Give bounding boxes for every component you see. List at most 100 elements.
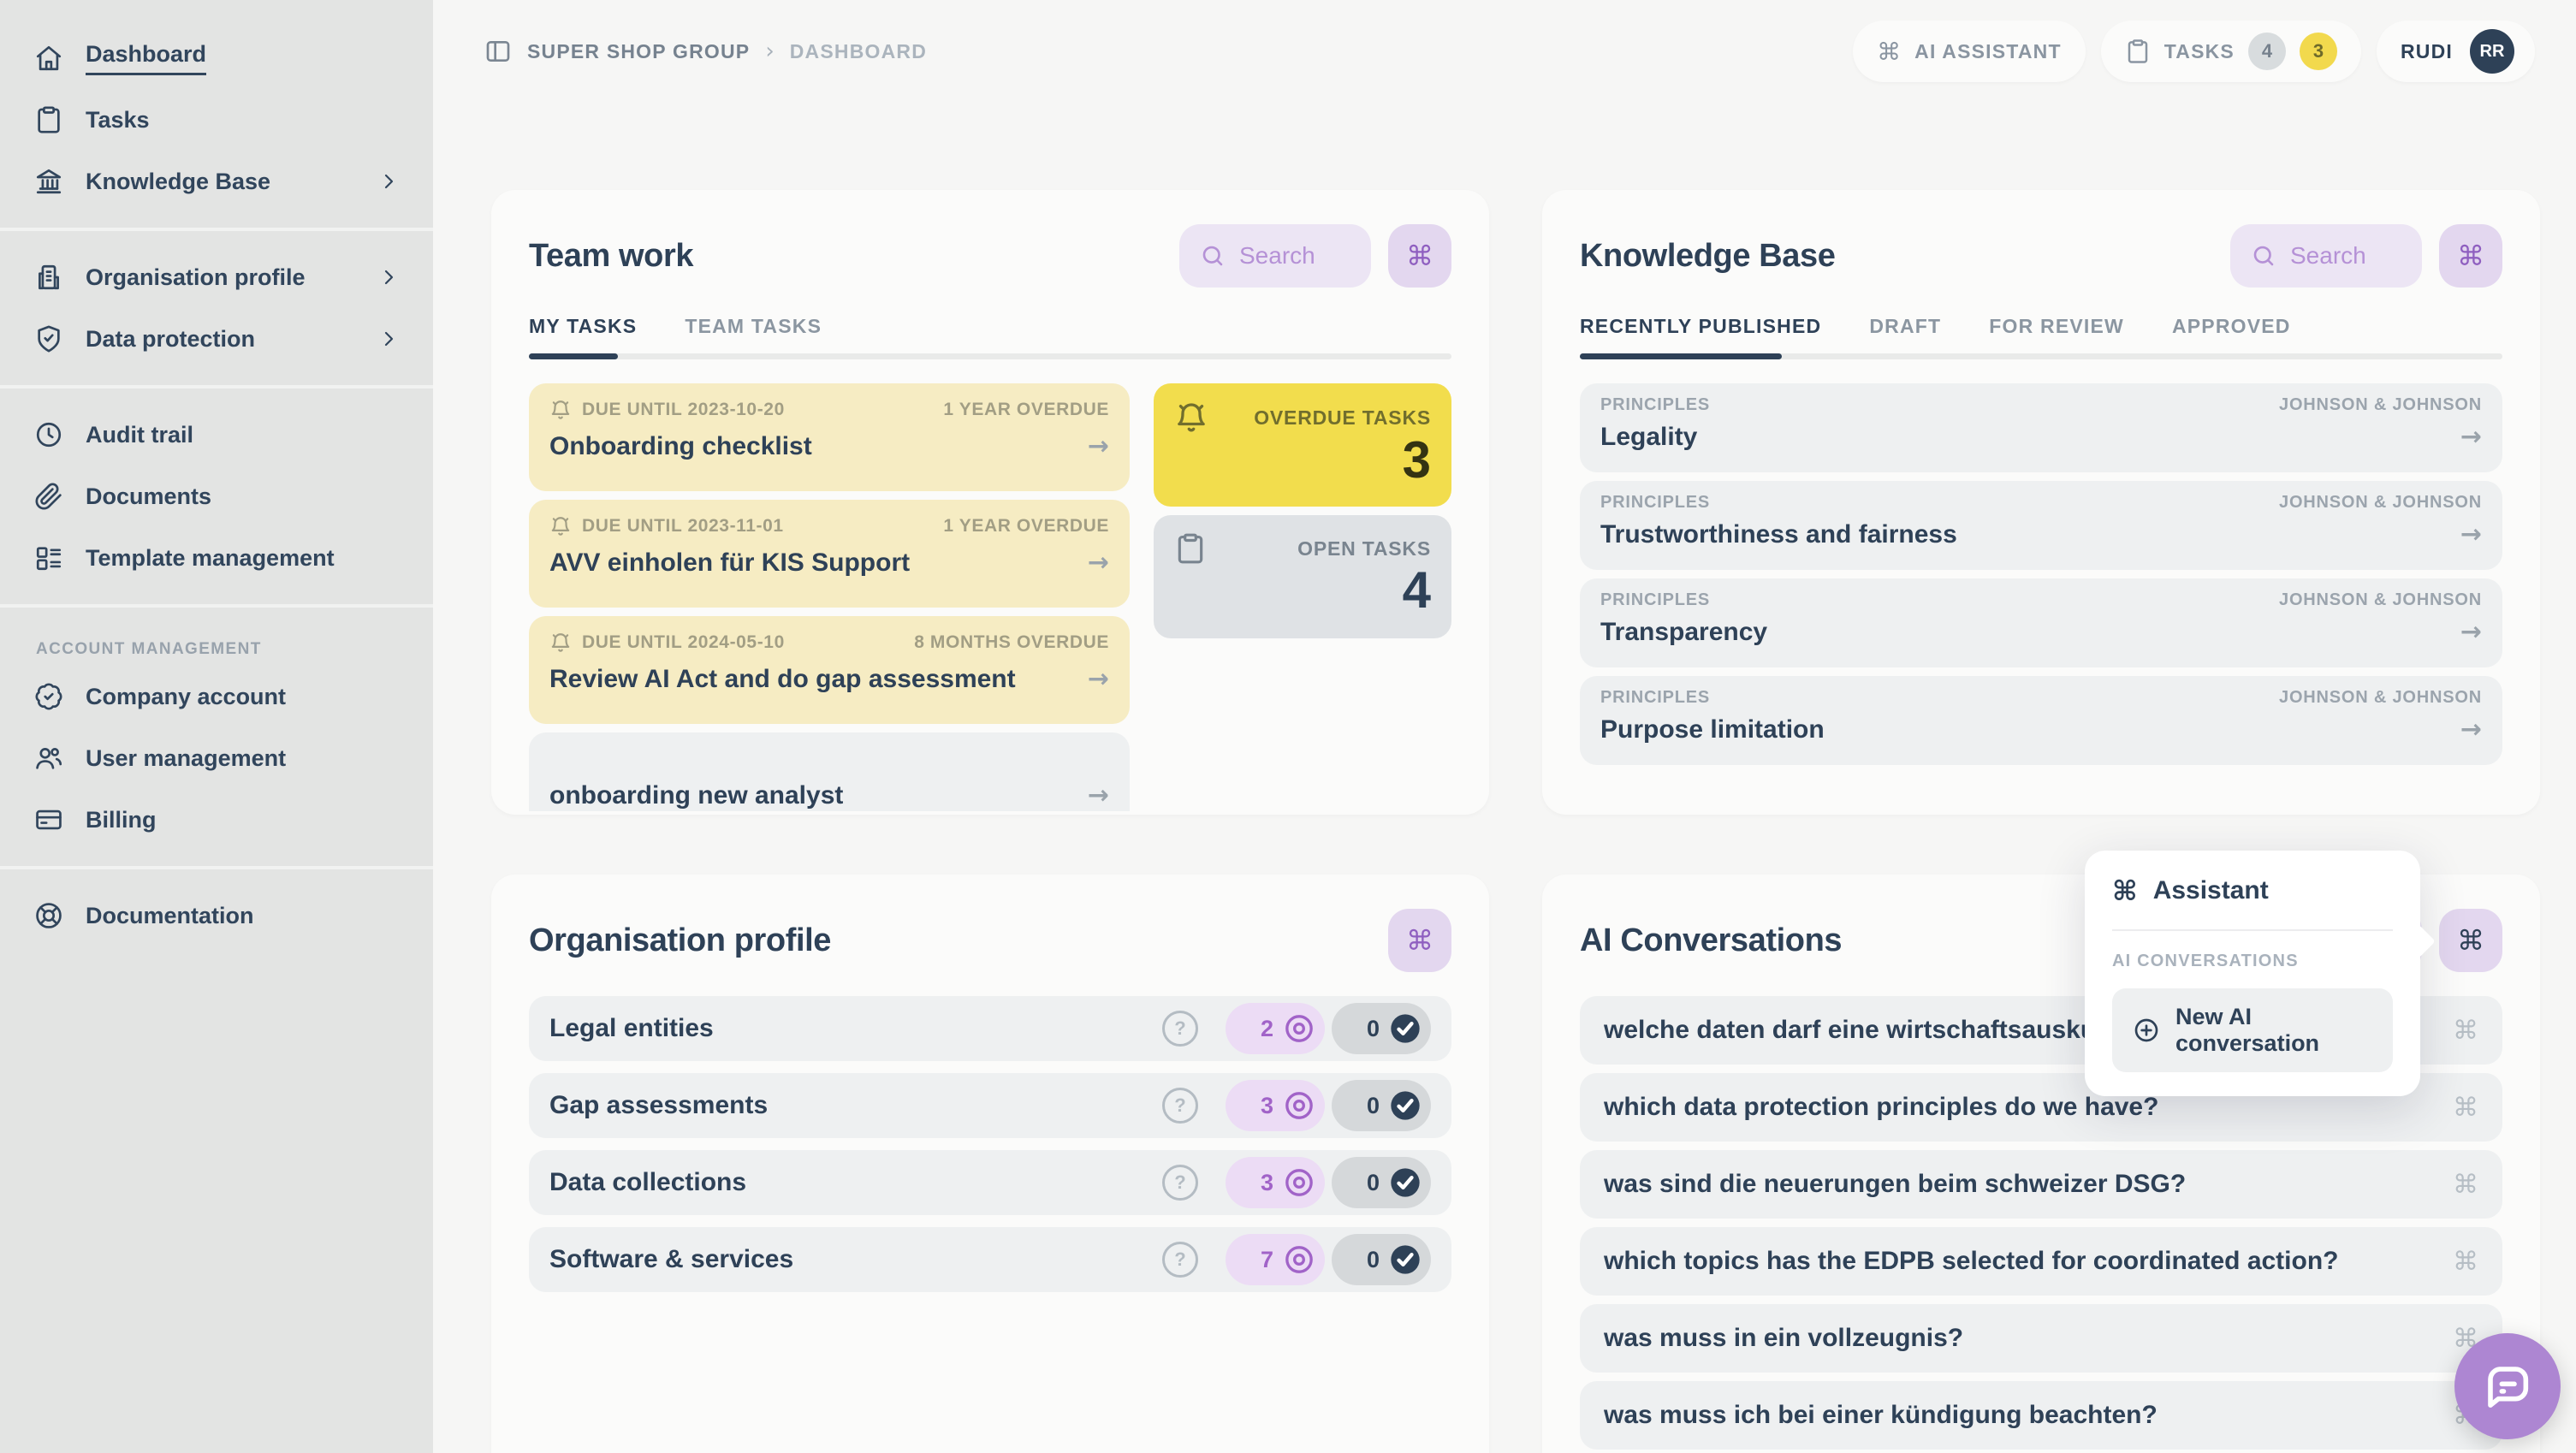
knowledge-base-card: Knowledge Base Search ⌘ RECENTLY PUBLISH… — [1542, 190, 2540, 815]
sidebar-section-help: Documentation — [0, 875, 433, 957]
ai-assistant-button[interactable]: ⌘ AI ASSISTANT — [1853, 21, 2086, 82]
task-item[interactable]: DUE UNTIL 2023-11-01 1 YEAR OVERDUE AVV e… — [529, 500, 1130, 608]
conversation-row[interactable]: which topics has the EDPB selected for c… — [1580, 1227, 2502, 1296]
sidebar-section-records: Audit trail Documents Template managemen… — [0, 394, 433, 599]
knowledge-base-search-input[interactable]: Search — [2230, 224, 2422, 288]
teamwork-command-button[interactable]: ⌘ — [1388, 224, 1451, 288]
sidebar-item-billing[interactable]: Billing — [0, 789, 433, 851]
done-count-pill: 0 — [1332, 1080, 1431, 1131]
chat-widget-button[interactable] — [2454, 1333, 2561, 1439]
open-count-pill: 2 — [1226, 1003, 1325, 1054]
paperclip-icon — [34, 482, 63, 511]
sidebar-item-label: Tasks — [86, 106, 150, 133]
target-icon — [1282, 1242, 1316, 1277]
open-tasks-tile[interactable]: OPEN TASKS 4 — [1154, 515, 1451, 638]
organisation-profile-row[interactable]: Gap assessments ? 3 0 — [529, 1073, 1451, 1138]
help-icon[interactable]: ? — [1162, 1242, 1198, 1278]
task-item[interactable]: DUE UNTIL 2023-10-20 1 YEAR OVERDUE Onboa… — [529, 383, 1130, 491]
overdue-tasks-tile[interactable]: OVERDUE TASKS 3 — [1154, 383, 1451, 507]
sidebar-item-documents[interactable]: Documents — [0, 466, 433, 527]
assistant-popup: ⌘ Assistant AI CONVERSATIONS New AI conv… — [2085, 851, 2420, 1096]
avatar: RR — [2470, 29, 2514, 74]
bell-icon — [549, 515, 572, 537]
tasks-button[interactable]: TASKS 4 3 — [2100, 21, 2361, 82]
teamwork-tabs: MY TASKS TEAM TASKS — [529, 315, 1451, 338]
sidebar-item-label: User management — [86, 744, 287, 771]
badge-check-icon — [34, 682, 63, 711]
knowledge-base-tabs: RECENTLY PUBLISHED DRAFT FOR REVIEW APPR… — [1580, 315, 2502, 338]
arrow-right-icon: → — [1087, 431, 1109, 461]
open-count-pill: 3 — [1226, 1157, 1325, 1208]
task-item[interactable]: DUE UNTIL 2024-05-10 8 MONTHS OVERDUE Rev… — [529, 616, 1130, 724]
topbar: SUPER SHOP GROUP › DASHBOARD ⌘ AI ASSIST… — [433, 0, 2576, 103]
knowledge-base-tabline — [1580, 353, 2502, 359]
breadcrumb-root[interactable]: SUPER SHOP GROUP — [527, 39, 751, 62]
sidebar-item-template-management[interactable]: Template management — [0, 527, 433, 589]
target-icon — [1282, 1165, 1316, 1200]
help-icon[interactable]: ? — [1162, 1165, 1198, 1201]
conversation-row[interactable]: was muss in ein vollzeugnis? ⌘ — [1580, 1304, 2502, 1373]
organisation-profile-row[interactable]: Legal entities ? 2 0 — [529, 996, 1451, 1061]
sidebar-item-knowledge-base[interactable]: Knowledge Base — [0, 151, 433, 212]
sidebar-item-tasks[interactable]: Tasks — [0, 89, 433, 151]
sidebar-item-company-account[interactable]: Company account — [0, 666, 433, 727]
life-buoy-icon — [34, 901, 63, 930]
sidebar-item-data-protection[interactable]: Data protection — [0, 308, 433, 370]
users-icon — [34, 744, 63, 773]
sidebar-section-profile: Organisation profile Data protection — [0, 236, 433, 380]
done-count-pill: 0 — [1332, 1157, 1431, 1208]
sidebar-item-dashboard[interactable]: Dashboard — [0, 27, 433, 89]
command-icon: ⌘ — [2453, 1015, 2478, 1046]
arrow-right-icon: → — [1087, 780, 1109, 810]
conversation-row[interactable]: was sind die neuerungen beim schweizer D… — [1580, 1150, 2502, 1219]
user-menu-button[interactable]: RUDI RR — [2376, 21, 2535, 82]
category-label: PRINCIPLES — [1600, 590, 1711, 609]
tab-draft[interactable]: DRAFT — [1869, 315, 1942, 337]
command-icon: ⌘ — [2453, 1169, 2478, 1200]
knowledge-base-item[interactable]: PRINCIPLES JOHNSON & JOHNSON Purpose limi… — [1580, 676, 2502, 765]
open-tasks-count: 4 — [1402, 561, 1431, 619]
help-icon[interactable]: ? — [1162, 1088, 1198, 1124]
help-icon[interactable]: ? — [1162, 1011, 1198, 1047]
teamwork-tabline — [529, 353, 1451, 359]
task-item[interactable]: onboarding new analyst → — [529, 732, 1130, 811]
task-stats: OVERDUE TASKS 3 OPEN TASKS 4 — [1154, 383, 1451, 811]
layout-list-icon — [34, 543, 63, 572]
home-icon — [34, 44, 63, 73]
sidebar-item-user-management[interactable]: User management — [0, 727, 433, 789]
plus-circle-icon — [2133, 1017, 2160, 1044]
ai-conversations-command-button[interactable]: ⌘ — [2439, 909, 2502, 972]
sidebar-item-audit-trail[interactable]: Audit trail — [0, 404, 433, 466]
task-list: DUE UNTIL 2023-10-20 1 YEAR OVERDUE Onboa… — [529, 383, 1130, 811]
target-icon — [1282, 1088, 1316, 1123]
knowledge-base-item[interactable]: PRINCIPLES JOHNSON & JOHNSON Transparency… — [1580, 578, 2502, 667]
knowledge-base-item[interactable]: PRINCIPLES JOHNSON & JOHNSON Trustworthin… — [1580, 481, 2502, 570]
breadcrumb-current: DASHBOARD — [789, 39, 928, 62]
done-count-pill: 0 — [1332, 1234, 1431, 1285]
overdue-label: 1 YEAR OVERDUE — [943, 516, 1109, 536]
new-ai-conversation-button[interactable]: New AI conversation — [2112, 988, 2393, 1072]
arrow-right-icon: → — [1087, 664, 1109, 694]
bell-icon — [549, 399, 572, 421]
organisation-profile-command-button[interactable]: ⌘ — [1388, 909, 1451, 972]
sidebar-item-label: Knowledge Base — [86, 168, 271, 194]
tab-recently-published[interactable]: RECENTLY PUBLISHED — [1580, 315, 1822, 337]
search-icon — [1200, 243, 1226, 269]
breadcrumb: SUPER SHOP GROUP › DASHBOARD — [484, 38, 927, 65]
sidebar-section-account: ACCOUNT MANAGEMENT Company account User … — [0, 613, 433, 861]
tab-team-tasks[interactable]: TEAM TASKS — [685, 315, 822, 337]
panel-left-icon[interactable] — [484, 38, 512, 65]
knowledge-base-item[interactable]: PRINCIPLES JOHNSON & JOHNSON Legality → — [1580, 383, 2502, 472]
sidebar-item-documentation[interactable]: Documentation — [0, 885, 433, 946]
chevron-right-icon — [378, 267, 399, 288]
knowledge-base-command-button[interactable]: ⌘ — [2439, 224, 2502, 288]
teamwork-search-input[interactable]: Search — [1179, 224, 1371, 288]
tab-approved[interactable]: APPROVED — [2171, 315, 2291, 337]
organisation-profile-row[interactable]: Data collections ? 3 0 — [529, 1150, 1451, 1215]
bell-icon — [1174, 400, 1208, 435]
sidebar-item-organisation-profile[interactable]: Organisation profile — [0, 246, 433, 308]
organisation-profile-row[interactable]: Software & services ? 7 0 — [529, 1227, 1451, 1292]
tab-for-review[interactable]: FOR REVIEW — [1989, 315, 2124, 337]
tab-my-tasks[interactable]: MY TASKS — [529, 315, 638, 337]
conversation-row[interactable]: was muss ich bei einer kündigung beachte… — [1580, 1381, 2502, 1450]
